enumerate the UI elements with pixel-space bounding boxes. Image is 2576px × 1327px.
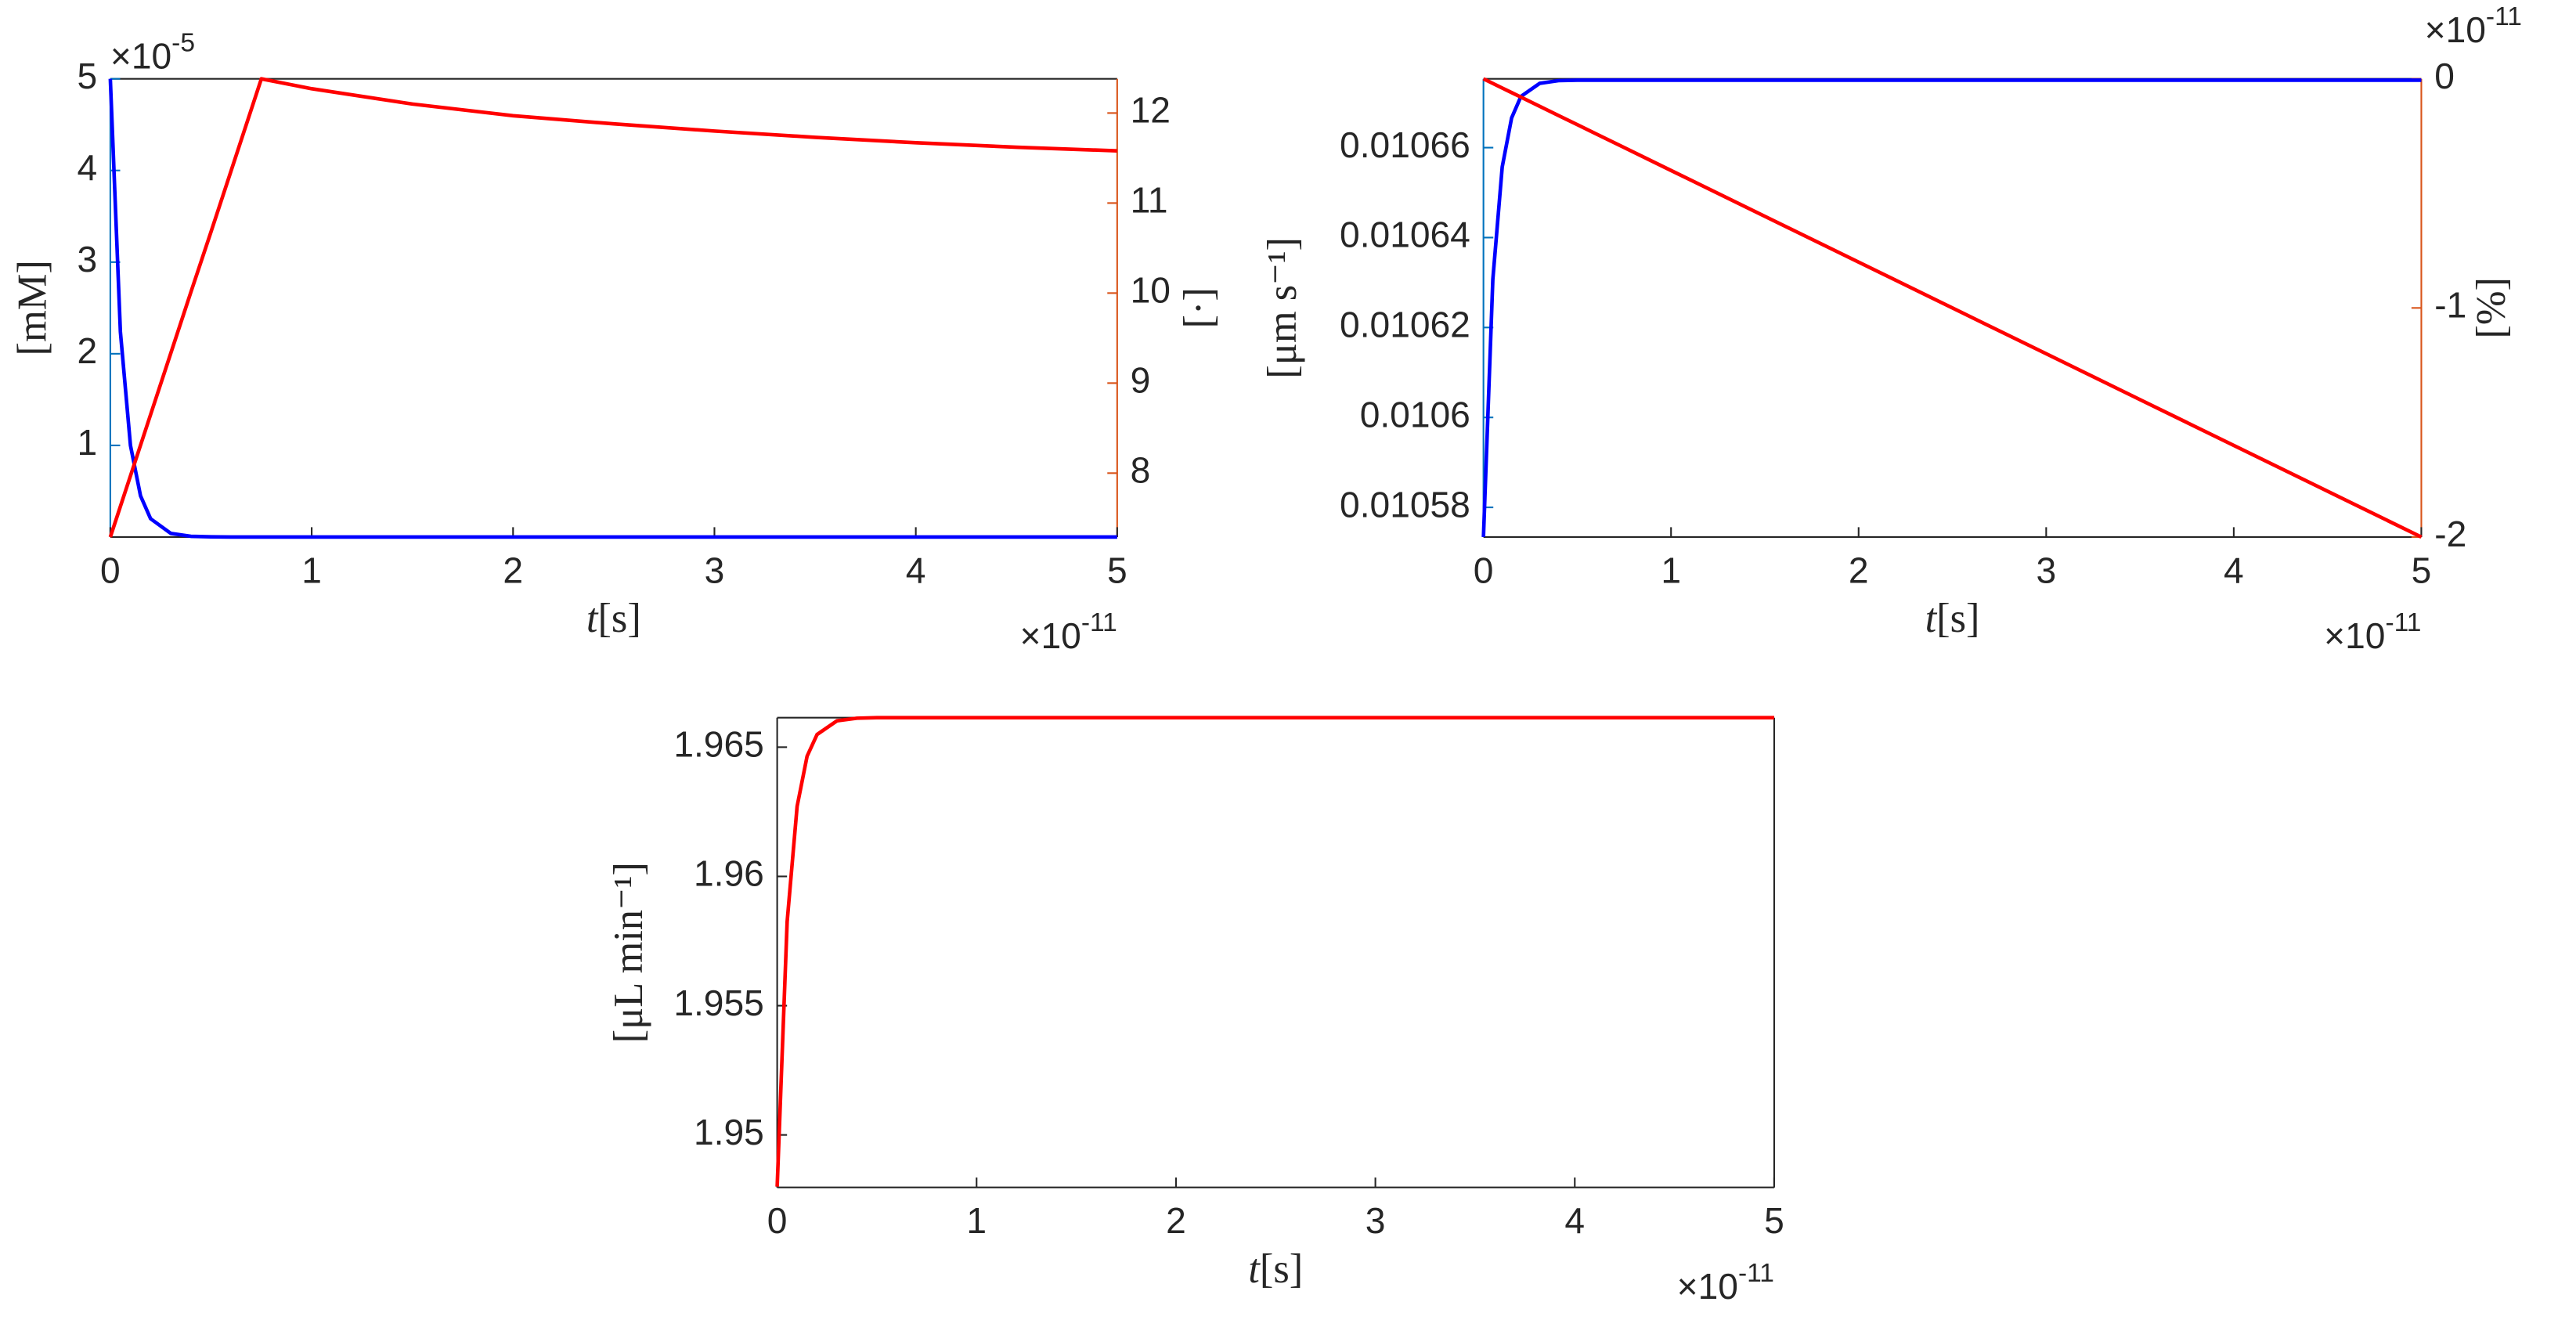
x-tick-label: 2	[1849, 550, 1869, 590]
y-tick-label: 4	[77, 147, 97, 188]
x-tick-label: 5	[1107, 550, 1127, 590]
y2-tick-label: 12	[1131, 90, 1171, 131]
y2-axis-label: [·]	[1176, 287, 1221, 328]
x-tick-label: 4	[1564, 1200, 1585, 1241]
x-tick-label: 5	[1764, 1200, 1784, 1241]
data-line	[1481, 78, 2422, 538]
x-tick-label: 3	[705, 550, 725, 590]
x-tick-label: 4	[2224, 550, 2244, 590]
multiplier-base: ×10	[1677, 1266, 1738, 1307]
data-line	[108, 77, 1117, 538]
x-tick-label: 2	[1166, 1200, 1186, 1241]
axis-multiplier: ×10-11	[1020, 608, 1117, 656]
multiplier-exponent: -11	[2486, 2, 2522, 31]
y2-tick-label: -1	[2434, 285, 2466, 326]
multiplier-base: ×10	[2324, 615, 2385, 656]
y2-tick-label: -2	[2434, 514, 2466, 554]
y-tick-label: 3	[77, 239, 97, 279]
y-axis-label: [μm s⁻¹]	[1260, 237, 1305, 379]
y-axis-label: [mM]	[10, 260, 56, 355]
y-tick-label: 1.96	[694, 853, 764, 894]
y-tick-label: 0.01066	[1340, 124, 1470, 165]
y-tick-label: 0.01064	[1340, 215, 1470, 255]
y2-tick-label: 9	[1131, 360, 1151, 401]
x-tick-label: 0	[1474, 550, 1494, 590]
y-tick-label: 1.95	[694, 1112, 764, 1152]
x-tick-label: 1	[301, 550, 322, 590]
x-label-unit: [s]	[597, 596, 640, 641]
y-tick-label: 0.0106	[1360, 394, 1470, 435]
multiplier-base: ×10	[110, 36, 171, 77]
x-tick-label: 1	[1661, 550, 1681, 590]
axis-multiplier: ×10-11	[2324, 608, 2421, 656]
y-tick-label: 1	[77, 422, 97, 463]
multiplier-base: ×10	[1020, 615, 1081, 656]
x-tick-label: 3	[1366, 1200, 1386, 1241]
multiplier-exponent: -5	[171, 28, 195, 57]
x-tick-label: 4	[906, 550, 926, 590]
axis-multiplier: ×10-11	[2425, 2, 2522, 50]
data-line	[775, 716, 1774, 1187]
multiplier-exponent: -11	[1081, 608, 1117, 637]
axis-multiplier: ×10-11	[1677, 1259, 1774, 1307]
x-tick-label: 0	[767, 1200, 788, 1241]
y-axis-label: [μL min⁻¹]	[606, 862, 651, 1043]
y-tick-label: 2	[77, 330, 97, 371]
y2-tick-label: 10	[1131, 270, 1171, 311]
y-tick-label: 5	[77, 56, 97, 96]
y2-tick-label: 8	[1131, 450, 1151, 491]
y-tick-label: 1.955	[673, 983, 763, 1023]
multiplier-base: ×10	[2425, 9, 2486, 50]
x-tick-label: 5	[2412, 550, 2432, 590]
x-label-unit: [s]	[1936, 596, 1979, 641]
y2-tick-label: 0	[2434, 56, 2455, 96]
x-axis-label: t[s]	[586, 596, 641, 641]
y-tick-label: 1.965	[673, 724, 763, 765]
x-tick-label: 3	[2036, 550, 2056, 590]
y2-axis-label: [%]	[2469, 277, 2514, 339]
y-tick-label: 0.01058	[1340, 484, 1470, 525]
x-tick-label: 2	[503, 550, 523, 590]
multiplier-exponent: -11	[2385, 608, 2421, 637]
x-label-unit: [s]	[1260, 1246, 1303, 1292]
x-label-symbol: t	[586, 596, 599, 641]
x-tick-label: 1	[966, 1200, 987, 1241]
data-line	[1482, 77, 2423, 539]
x-tick-label: 0	[100, 550, 121, 590]
x-label-symbol: t	[1248, 1246, 1261, 1292]
y-tick-label: 0.01062	[1340, 305, 1470, 345]
axis-multiplier: ×10-5	[110, 28, 195, 76]
subplot: 0 1 2 3 4 5 t[s] 1.95 1.955 1.96 1.965 [μL min⁻¹]	[606, 716, 1784, 1292]
data-line	[108, 78, 1117, 539]
x-label-symbol: t	[1925, 596, 1938, 641]
y2-tick-label: 11	[1131, 180, 1168, 221]
subplot: 0 1 2 3 4 5 t[s] 0.01058 0.0106 0.01062 0.01064 0.0…	[1260, 56, 2514, 641]
x-axis-label: t[s]	[1925, 596, 1980, 641]
x-axis-label: t[s]	[1248, 1246, 1303, 1292]
multiplier-exponent: -11	[1738, 1259, 1774, 1288]
